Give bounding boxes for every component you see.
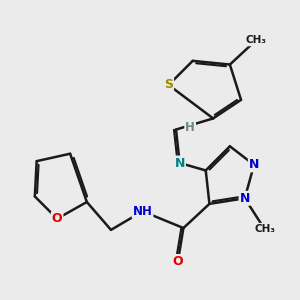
Text: CH₃: CH₃ [245,35,266,45]
Text: NH: NH [133,205,152,218]
Text: CH₃: CH₃ [255,224,276,234]
Text: N: N [240,192,250,205]
Text: N: N [175,157,185,169]
Text: H: H [185,121,195,134]
Text: S: S [164,79,173,92]
Text: N: N [249,158,259,171]
Text: O: O [172,255,183,268]
Text: O: O [52,212,62,225]
